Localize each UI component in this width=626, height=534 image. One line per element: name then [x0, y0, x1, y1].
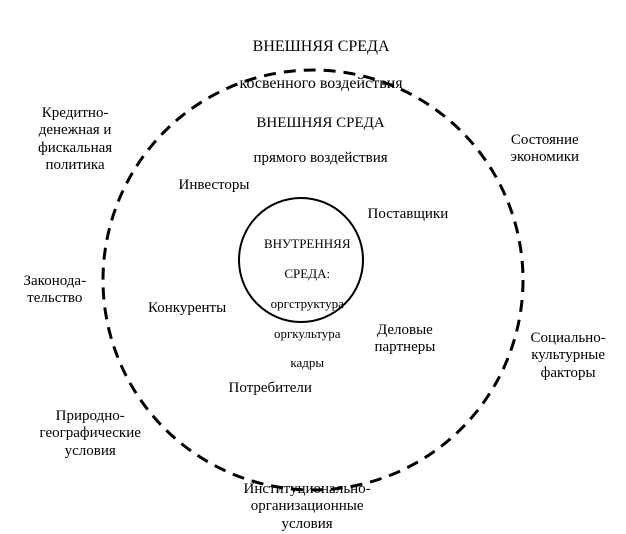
outer-label: Природно- географические условия [40, 408, 141, 460]
outer-label: Состояние экономики [511, 132, 580, 167]
outer-label: Законода- тельство [24, 273, 87, 308]
ring-label: Деловые партнеры [375, 322, 436, 357]
outer-label: Институционально- организационные услови… [244, 481, 371, 533]
inner-env-label: ВНУТРЕННЯЯ СРЕДА: оргструктура оргкульту… [251, 222, 351, 386]
ring-label: Инвесторы [179, 177, 250, 194]
diagram-stage: ВНЕШНЯЯ СРЕДА косвенного воздействия ВНЕ… [0, 0, 626, 534]
ring-label: Поставщики [368, 206, 449, 223]
outer-label: Социально- культурные факторы [531, 330, 606, 382]
ring-label: Потребители [229, 380, 312, 397]
outer-env-title-line1: ВНЕШНЯЯ СРЕДА [253, 38, 390, 55]
middle-env-title-line1: ВНЕШНЯЯ СРЕДА [256, 115, 384, 131]
middle-env-title-line2: прямого воздействия [254, 150, 388, 166]
outer-label: Кредитно- денежная и фискальная политика [38, 105, 112, 174]
middle-env-title: ВНЕШНЯЯ СРЕДА прямого воздействия [239, 98, 388, 184]
outer-env-title-line2: косвенного воздействия [240, 75, 403, 92]
ring-label: Конкуренты [148, 300, 226, 317]
